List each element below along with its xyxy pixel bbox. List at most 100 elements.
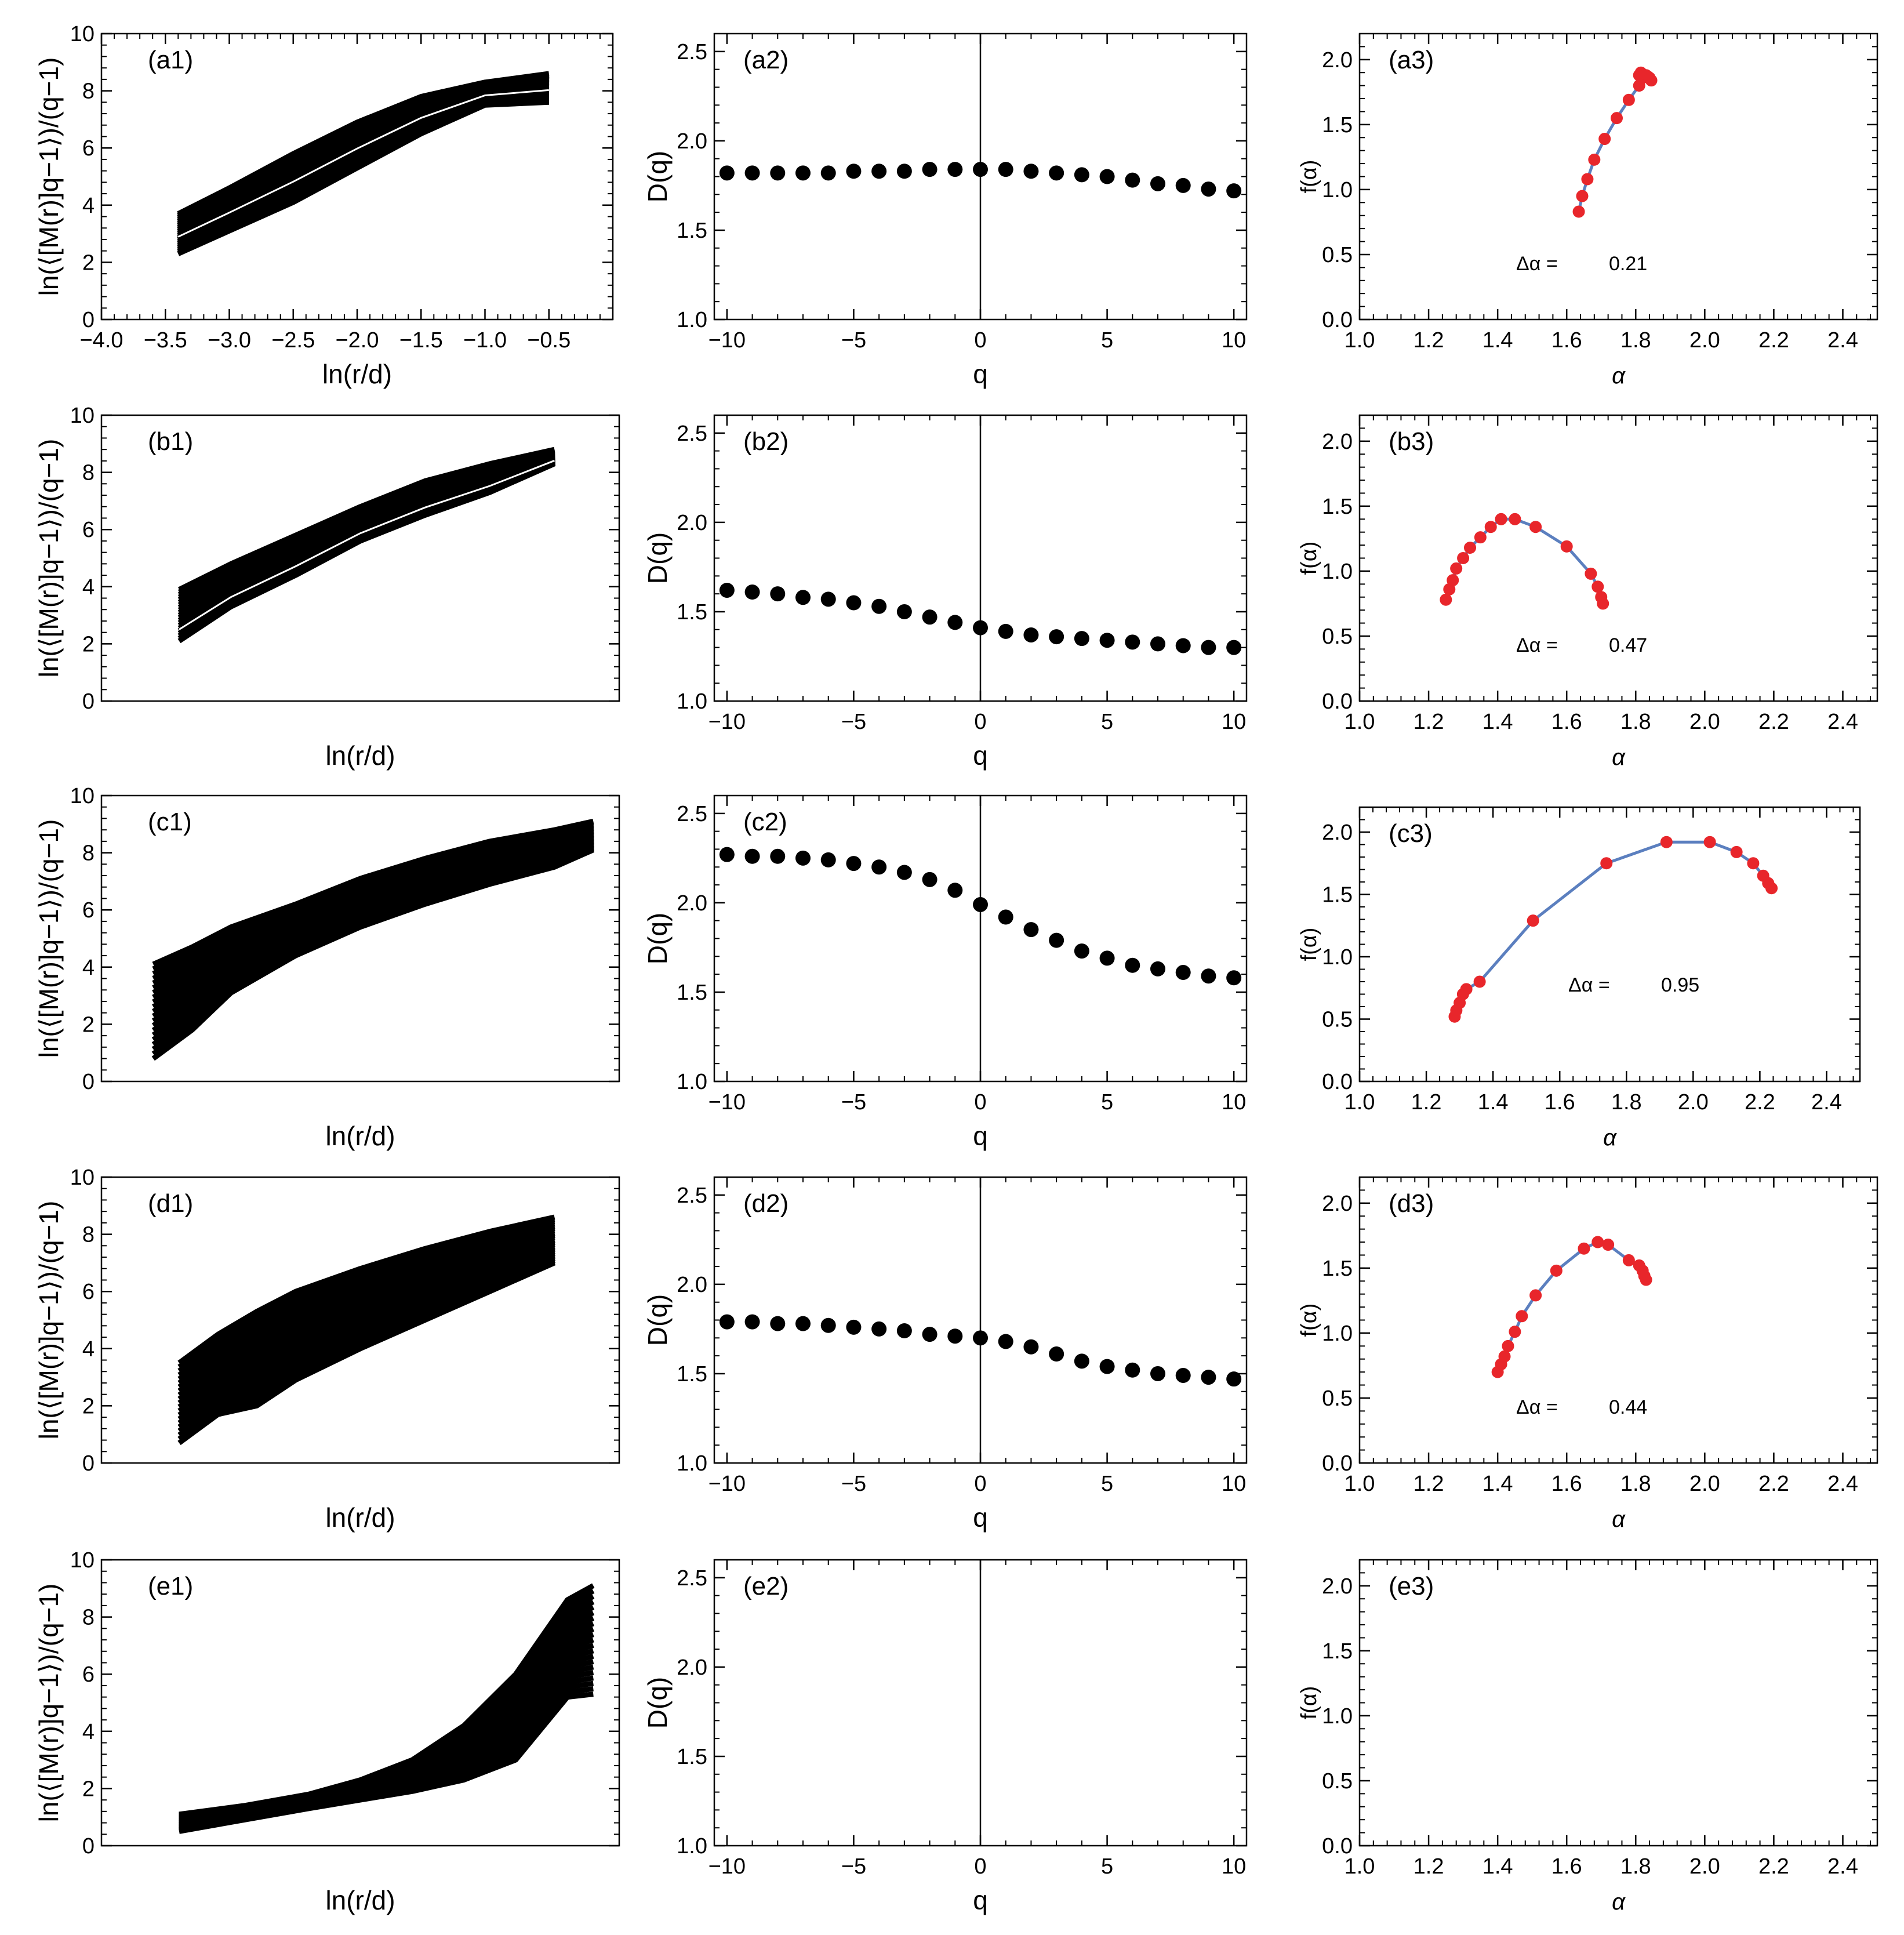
dq-point <box>1175 965 1191 981</box>
dq-point <box>1150 961 1165 976</box>
x-tick-label: 1.2 <box>1414 328 1444 353</box>
x-tick-label: 1.8 <box>1611 1090 1642 1114</box>
spectrum-point <box>1598 133 1611 146</box>
dq-point <box>1099 1359 1115 1374</box>
x-tick-label: 2.0 <box>1678 1090 1709 1114</box>
plot-frame <box>1358 1559 1878 1847</box>
dq-point <box>1226 183 1242 199</box>
dq-point <box>998 162 1013 177</box>
panel-label: (d1) <box>148 1189 193 1218</box>
x-tick-label: −3.0 <box>208 328 251 353</box>
x-tick-label: 1.4 <box>1482 1854 1513 1879</box>
y-tick-label: 8 <box>82 1606 95 1630</box>
panel-a1: 0 2 4 6 8 10 −4.0 −3.5 −3.0 −2.5 −2.0 −1.5 −1.0 −0.5 (… <box>34 22 614 389</box>
panel-label: (c1) <box>148 808 192 836</box>
x-tick-label: 1.8 <box>1620 328 1651 353</box>
plot-frame <box>100 794 620 1083</box>
dq-point <box>896 1323 912 1338</box>
spectrum-point <box>1578 1242 1590 1255</box>
panel-e3: 0.0 0.5 1.0 1.5 2.0 1.0 1.2 1.4 1.6 1.8 2.0 2.2 2.4 (… <box>1297 1559 1878 1915</box>
dq-point <box>795 165 811 181</box>
spectrum-point <box>1457 552 1470 564</box>
panel-c2: 1.0 1.5 2.0 2.5 −10 −5 0 5 10 (c2) q D(q) <box>642 794 1248 1151</box>
spectrum-point <box>1576 190 1589 202</box>
y-tick-label: 1.0 <box>1322 560 1353 584</box>
panel-b2: 1.0 1.5 2.0 2.5 −10 −5 0 5 10 (b2) q D(q) <box>642 414 1248 771</box>
dq-point <box>820 852 836 867</box>
x-tick-label: 2.0 <box>1689 1472 1720 1496</box>
y-tick-label: 2 <box>82 632 95 656</box>
dq-point <box>795 590 811 605</box>
y-tick-label: 1.0 <box>1322 1322 1353 1346</box>
dq-point <box>947 615 963 630</box>
dq-point <box>744 848 760 864</box>
x-tick-label: 2.2 <box>1758 1854 1789 1879</box>
scaling-curve <box>177 1258 556 1442</box>
dq-point <box>1049 165 1064 181</box>
dq-point <box>795 1316 811 1331</box>
y-tick-label: 2.0 <box>677 1273 707 1297</box>
x-axis-label: q <box>973 359 988 389</box>
x-tick-label: 2.4 <box>1811 1090 1842 1114</box>
plot-frame <box>100 1559 620 1847</box>
spectrum-point <box>1550 1264 1563 1277</box>
x-tick-label: 1.0 <box>1345 1090 1375 1114</box>
y-tick-label: 1.5 <box>677 600 707 625</box>
panel-d3: 0.0 0.5 1.0 1.5 2.0 1.0 1.2 1.4 1.6 1.8 2.0 2.2 2.4 (… <box>1297 1176 1878 1532</box>
y-tick-label: 1.5 <box>1322 1639 1353 1664</box>
y-axis-label: ln(⟨[M(r)]q−1⟩)/(q−1) <box>34 819 64 1058</box>
x-tick-label: 1.4 <box>1482 1472 1513 1496</box>
scaling-curve <box>177 1226 555 1385</box>
x-axis-label: α <box>1612 1506 1626 1532</box>
scaling-curve <box>177 1249 556 1425</box>
scaling-curve <box>177 1242 555 1413</box>
scaling-curve <box>177 1235 555 1402</box>
dq-point <box>896 604 912 619</box>
dq-point <box>744 585 760 600</box>
x-tick-label: 0 <box>974 1090 986 1114</box>
x-tick-label: 1.2 <box>1414 710 1444 734</box>
x-tick-label: 2.4 <box>1827 710 1858 734</box>
plot-frame <box>100 1176 620 1464</box>
x-tick-label: 0 <box>974 1854 986 1879</box>
x-tick-label: 10 <box>1222 328 1246 353</box>
y-tick-label: 0.0 <box>1322 1451 1353 1476</box>
y-axis-label: f(α) <box>1297 160 1321 194</box>
y-tick-label: 6 <box>82 1662 95 1687</box>
x-axis-label: ln(r/d) <box>325 1885 395 1915</box>
y-axis-label: D(q) <box>642 1677 673 1729</box>
panel-label: (e2) <box>743 1572 789 1600</box>
x-tick-label: −5 <box>841 1472 866 1496</box>
x-tick-label: 10 <box>1222 710 1246 734</box>
x-axis-label: α <box>1612 1889 1626 1915</box>
dq-point <box>1074 943 1089 959</box>
x-tick-label: −4.0 <box>79 328 123 353</box>
y-axis-label: ln(⟨[M(r)]q−1⟩)/(q−1) <box>34 439 64 678</box>
panel-label: (b2) <box>743 427 789 456</box>
dq-point <box>770 1316 786 1331</box>
x-tick-label: 10 <box>1222 1854 1246 1879</box>
dq-point <box>896 865 912 880</box>
plot-frame <box>1358 806 1861 1083</box>
y-tick-label: 2.0 <box>1322 1192 1353 1216</box>
spectrum-point <box>1703 836 1716 848</box>
dq-point <box>1201 968 1216 984</box>
dq-point <box>1150 176 1165 191</box>
dq-point <box>1125 634 1140 650</box>
x-tick-label: 1.4 <box>1478 1090 1509 1114</box>
dq-point <box>1150 1366 1165 1381</box>
dq-point <box>770 586 786 602</box>
spectrum-point <box>1509 513 1521 525</box>
dq-point <box>973 162 988 177</box>
y-axis-label: ln(⟨[M(r)]q−1⟩)/(q−1) <box>34 1584 64 1823</box>
y-tick-label: 0 <box>82 689 95 714</box>
y-tick-label: 1.5 <box>1322 883 1353 907</box>
y-tick-label: 1.5 <box>677 1362 707 1386</box>
dq-point <box>820 591 836 607</box>
x-axis-label: ln(r/d) <box>325 740 395 771</box>
spectrum-point <box>1464 542 1477 554</box>
spectrum-line <box>1444 517 1605 604</box>
x-tick-label: 1.6 <box>1551 710 1582 734</box>
x-tick-label: 2.0 <box>1689 710 1720 734</box>
scaling-curve <box>177 71 550 216</box>
